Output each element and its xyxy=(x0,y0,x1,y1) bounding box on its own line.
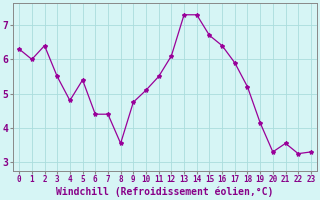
X-axis label: Windchill (Refroidissement éolien,°C): Windchill (Refroidissement éolien,°C) xyxy=(56,187,274,197)
